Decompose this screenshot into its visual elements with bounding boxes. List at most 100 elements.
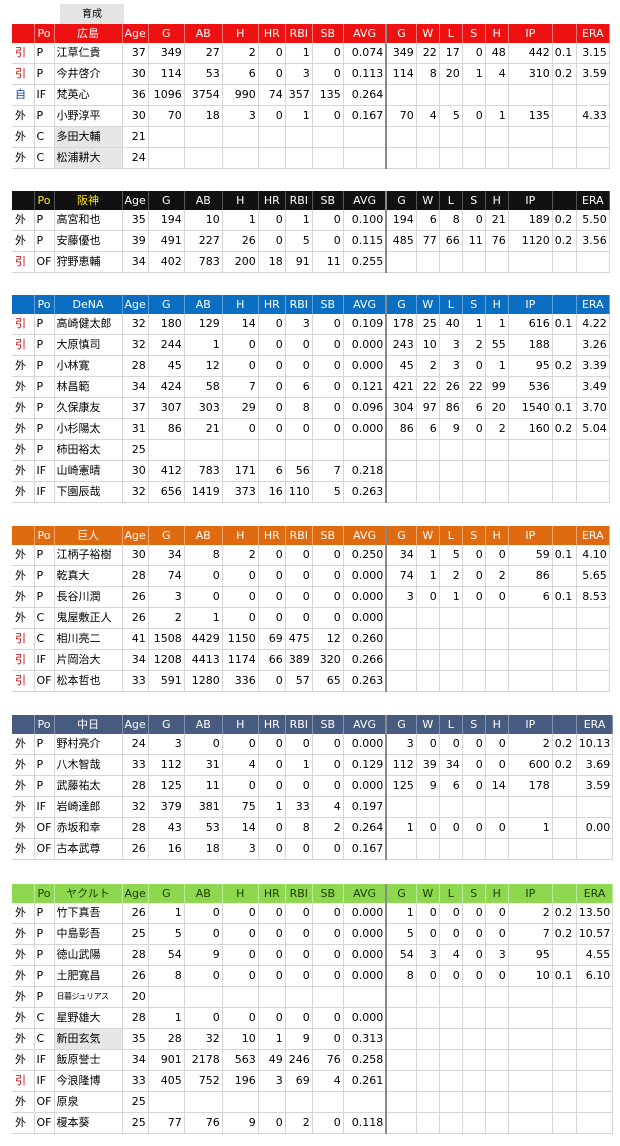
cell-pg (385, 986, 417, 1008)
table-row: 引 P 大原慎司 32 244 1 0 0 0 0 0.000 243 10 3 2 55 188 3.26 (12, 334, 610, 356)
cell-ip (508, 838, 553, 860)
cell-h: 14 (222, 314, 259, 335)
cell-rbi: 357 (285, 84, 313, 106)
cell-g: 8 (148, 965, 185, 987)
cell-name: 松本哲也 (54, 670, 123, 692)
cell-rbi: 0 (285, 965, 313, 987)
cell-avg: 0.263 (343, 481, 387, 503)
cell-sb (312, 147, 344, 169)
cell-rbi: 57 (285, 670, 313, 692)
cell-hr: 0 (258, 355, 286, 377)
team-table-dena: Po DeNA Age G AB H HR RBI SB AVG G W L S H IP ERA 引 P 高崎健太郎… (12, 295, 610, 503)
cell-rbi: 0 (285, 586, 313, 608)
cell-h (222, 126, 259, 148)
cell-ip (508, 1007, 553, 1029)
cell-h: 0 (222, 903, 259, 924)
cell-rbi: 56 (285, 460, 313, 482)
cell-age: 30 (122, 63, 149, 85)
cell-hold (485, 607, 509, 629)
cell-status: 外 (12, 1007, 35, 1029)
cell-hold (485, 1007, 509, 1029)
table-row: 外 IF 飯原誉士 34 901 2178 563 49 246 76 0.258 (12, 1049, 614, 1071)
cell-position: P (34, 105, 55, 127)
cell-g: 77 (148, 1112, 185, 1134)
cell-position: C (34, 607, 55, 629)
cell-g: 86 (148, 418, 185, 440)
cell-status: 外 (12, 903, 35, 924)
cell-hold: 20 (485, 397, 509, 419)
cell-g (148, 986, 185, 1008)
cell-hold (485, 670, 509, 692)
cell-g: 901 (148, 1049, 185, 1071)
cell-ip-frac (552, 1070, 577, 1092)
cell-rbi: 5 (285, 230, 313, 252)
cell-status: 外 (12, 1112, 35, 1134)
table-row: 引 P 江草仁貴 37 349 27 2 0 1 0 0.074 349 22 17 0 48 442 0.1 3.… (12, 43, 610, 64)
cell-avg: 0.096 (343, 397, 387, 419)
cell-name: 今井啓介 (54, 63, 123, 85)
cell-era: 3.49 (575, 376, 610, 398)
cell-g: 28 (148, 1028, 185, 1050)
cell-w: 25 (416, 314, 440, 335)
cell-pg (385, 838, 417, 860)
cell-avg: 0.264 (343, 84, 387, 106)
cell-age: 35 (122, 210, 149, 231)
header-era: ERA (575, 884, 614, 903)
header-rbi: RBI (285, 715, 313, 734)
cell-position: OF (34, 817, 55, 839)
cell-rbi: 389 (285, 649, 313, 671)
cell-status: 外 (12, 210, 35, 231)
header-ip: IP (508, 715, 553, 734)
cell-l: 40 (439, 314, 463, 335)
cell-sb (312, 986, 344, 1008)
cell-h: 0 (222, 565, 259, 587)
cell-ip: 2 (508, 903, 553, 924)
cell-g: 591 (148, 670, 185, 692)
cell-age: 28 (122, 775, 149, 797)
header-ip-frac (552, 191, 577, 210)
table-row: 外 P 乾真大 28 74 0 0 0 0 0 0.000 74 1 2 0 2 86 5.65 (12, 565, 610, 587)
cell-pg: 114 (385, 63, 417, 85)
cell-pg (385, 1070, 417, 1092)
cell-sb: 4 (312, 796, 344, 818)
cell-ip-frac: 0.2 (552, 418, 577, 440)
header-hr: HR (258, 24, 286, 43)
cell-avg: 0.000 (343, 965, 387, 987)
cell-sb: 0 (312, 230, 344, 252)
cell-rbi: 6 (285, 376, 313, 398)
cell-rbi: 1 (285, 105, 313, 127)
cell-w: 1 (416, 565, 440, 587)
table-row: 外 IF 岩崎達郎 32 379 381 75 1 33 4 0.197 (12, 796, 614, 818)
header-position: Po (34, 295, 55, 314)
header-rbi: RBI (285, 884, 313, 903)
table-row: 外 OF 原泉 25 (12, 1091, 614, 1113)
cell-ip (508, 986, 553, 1008)
cell-sb (312, 1091, 344, 1113)
cell-ip-frac (552, 1049, 577, 1071)
cell-era (575, 439, 610, 461)
cell-ip-frac (552, 628, 577, 650)
cell-g: 34 (148, 545, 185, 566)
cell-l: 34 (439, 754, 463, 776)
cell-ab (184, 1091, 223, 1113)
table-row: 外 P 小林寛 28 45 12 0 0 0 0 0.000 45 2 3 0 1 95 0.2 3.39 (12, 355, 610, 377)
cell-position: P (34, 923, 55, 945)
cell-age: 33 (122, 1070, 149, 1092)
cell-rbi: 9 (285, 1028, 313, 1050)
cell-rbi: 0 (285, 838, 313, 860)
cell-position: C (34, 1007, 55, 1029)
cell-hold: 0 (485, 817, 509, 839)
cell-age: 32 (122, 334, 149, 356)
cell-position: C (34, 1028, 55, 1050)
cell-position: C (34, 126, 55, 148)
cell-status: 引 (12, 43, 35, 64)
cell-ip-frac (552, 775, 577, 797)
header-position: Po (34, 884, 55, 903)
header-g: G (148, 715, 185, 734)
header-hr: HR (258, 715, 286, 734)
cell-w (416, 838, 440, 860)
cell-name: 梵英心 (54, 84, 123, 106)
cell-avg: 0.000 (343, 1007, 387, 1029)
cell-pg (385, 251, 417, 273)
cell-ip (508, 1070, 553, 1092)
